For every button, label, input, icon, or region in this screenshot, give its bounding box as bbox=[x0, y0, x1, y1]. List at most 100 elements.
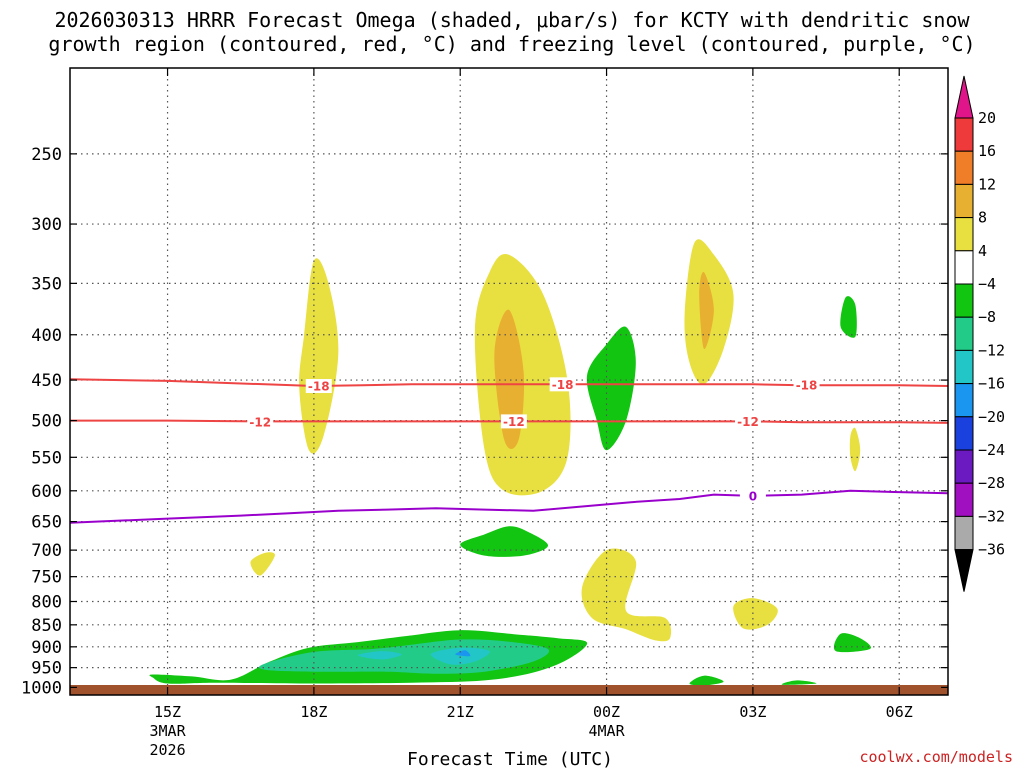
y-tick-label-400: 400 bbox=[31, 326, 62, 346]
colorbar-label-11: −28 bbox=[978, 474, 1005, 492]
contour-label-dgz-minus12-2: -12 bbox=[737, 415, 759, 429]
chart-title-line-2: growth region (contoured, red, °C) and f… bbox=[48, 32, 975, 56]
colorbar-segment-12 bbox=[954, 482, 974, 517]
colorbar-segment-6 bbox=[954, 283, 974, 318]
contour-label-dgz-minus18-1: -18 bbox=[552, 378, 574, 392]
contour-label-bg-dgz-minus18-2 bbox=[793, 378, 820, 393]
x-tick-label-06Z: 06Z bbox=[886, 703, 913, 721]
colorbar-segment-2 bbox=[954, 150, 974, 185]
omega-region-sinking-orange-450 bbox=[494, 309, 525, 450]
omega-region-sinking-orange-370 bbox=[699, 271, 714, 350]
temperature-contours: -18 -18 -18 -12 -12 -12 0 bbox=[69, 377, 949, 524]
x-tick-label-03Z: 03Z bbox=[739, 703, 766, 721]
colorbar-segment-9 bbox=[954, 383, 974, 418]
x-tick-label-00Z: 00Z bbox=[593, 703, 620, 721]
colorbar-segment-13 bbox=[954, 515, 974, 551]
omega-region-sinking-yellow-810 bbox=[733, 598, 778, 630]
x-axis-label: Forecast Time (UTC) bbox=[407, 749, 613, 768]
contour-label-dgz-minus18-2: -18 bbox=[796, 379, 818, 393]
y-tick-label-1000: 1000 bbox=[21, 678, 62, 698]
contour-label-bg-freezing-level-0 bbox=[739, 488, 766, 503]
pressure-axis: 2503003504004505005506006507007508008509… bbox=[21, 145, 948, 698]
contour-label-dgz-minus12-0: -12 bbox=[249, 416, 271, 430]
source-credit: coolwx.com/models bbox=[859, 748, 1013, 766]
omega-region-sinking-yellow-760 bbox=[581, 548, 672, 642]
x-tick-sublabel-00Z: 4MAR bbox=[588, 722, 625, 740]
contour-label-dgz-minus18-0: -18 bbox=[308, 380, 330, 394]
omega-region-rising-green-990a bbox=[689, 675, 724, 686]
colorbar-bottom-arrow bbox=[954, 549, 974, 592]
colorbar-label-5: −4 bbox=[978, 275, 996, 293]
y-tick-label-600: 600 bbox=[31, 482, 62, 502]
omega-region-rising-green-450 bbox=[586, 326, 636, 451]
y-tick-label-250: 250 bbox=[31, 145, 62, 165]
contour-freezing-level bbox=[69, 489, 949, 524]
colorbar-segment-11 bbox=[954, 449, 974, 484]
omega-region-rising-cyan-core-2 bbox=[430, 647, 490, 665]
colorbar-label-3: 8 bbox=[978, 209, 987, 227]
y-tick-label-500: 500 bbox=[31, 412, 62, 432]
colorbar-segment-7 bbox=[954, 316, 974, 351]
omega-region-rising-cyan-core-1 bbox=[357, 651, 402, 660]
y-tick-label-450: 450 bbox=[31, 371, 62, 391]
y-tick-label-700: 700 bbox=[31, 541, 62, 561]
omega-region-rising-green-890 bbox=[833, 633, 872, 653]
colorbar-top-arrow bbox=[954, 75, 974, 119]
colorbar-label-6: −8 bbox=[978, 308, 996, 326]
colorbar-segment-8 bbox=[954, 349, 974, 385]
contour-label-bg-dgz-minus12-2 bbox=[735, 414, 762, 429]
colorbar-segment-5 bbox=[954, 250, 974, 285]
omega-region-sinking-yellow-520 bbox=[849, 427, 861, 472]
x-tick-label-15Z: 15Z bbox=[154, 703, 181, 721]
colorbar-label-12: −32 bbox=[978, 507, 1005, 525]
omega-region-rising-green-395 bbox=[840, 296, 857, 338]
x-tick-label-21Z: 21Z bbox=[447, 703, 474, 721]
contour-dgz-minus12 bbox=[70, 419, 949, 424]
colorbar-segment-1 bbox=[954, 117, 974, 152]
contour-label-bg-dgz-minus18-0 bbox=[305, 379, 332, 394]
omega-region-sinking-yellow-720 bbox=[250, 552, 275, 576]
chart-title-line-1: 2026030313 HRRR Forecast Omega (shaded, … bbox=[54, 8, 970, 32]
y-tick-label-800: 800 bbox=[31, 593, 62, 613]
y-tick-label-650: 650 bbox=[31, 513, 62, 533]
x-tick-label-18Z: 18Z bbox=[300, 703, 327, 721]
omega-region-sinking-yellow-400 bbox=[299, 258, 339, 454]
colorbar-label-8: −16 bbox=[978, 375, 1005, 393]
contour-label-bg-dgz-minus12-1 bbox=[500, 414, 527, 429]
colorbar-segment-3 bbox=[954, 183, 974, 219]
x-tick-sublabel-15Z: 3MAR bbox=[149, 722, 186, 740]
colorbar-label-7: −12 bbox=[978, 341, 1005, 359]
colorbar-label-4: 4 bbox=[978, 242, 987, 260]
contour-label-bg-dgz-minus18-1 bbox=[549, 377, 576, 392]
y-tick-label-350: 350 bbox=[31, 274, 62, 294]
y-tick-label-900: 900 bbox=[31, 638, 62, 658]
y-tick-label-550: 550 bbox=[31, 448, 62, 468]
colorbar-label-0: 20 bbox=[978, 109, 996, 127]
omega-region-rising-blue-core bbox=[455, 650, 471, 657]
colorbar-label-10: −24 bbox=[978, 441, 1005, 459]
contour-label-bg-dgz-minus12-0 bbox=[247, 415, 274, 430]
contour-label-freezing-level-0: 0 bbox=[749, 489, 757, 503]
omega-region-rising-teal-low bbox=[259, 639, 550, 674]
y-tick-label-300: 300 bbox=[31, 215, 62, 235]
contour-label-dgz-minus12-1: -12 bbox=[503, 415, 525, 429]
colorbar-label-2: 12 bbox=[978, 175, 996, 193]
omega-region-rising-green-700 bbox=[460, 526, 549, 557]
y-tick-label-750: 750 bbox=[31, 568, 62, 588]
y-tick-label-850: 850 bbox=[31, 616, 62, 636]
y-tick-label-950: 950 bbox=[31, 659, 62, 679]
omega-shading bbox=[149, 239, 872, 686]
x-tick-year-15Z: 2026 bbox=[149, 741, 185, 759]
colorbar-segment-4 bbox=[954, 217, 974, 252]
colorbar-segment-10 bbox=[954, 416, 974, 451]
colorbar-label-1: 16 bbox=[978, 142, 996, 160]
omega-colorbar: 20 16 12 8 4 −4 −8 −12 −16 −20 −24 −28 −32 −36 bbox=[954, 75, 1005, 592]
colorbar-label-13: −36 bbox=[978, 541, 1005, 559]
omega-region-rising-green-990b bbox=[781, 680, 817, 685]
plot-frame bbox=[69, 67, 949, 696]
colorbar-label-9: −20 bbox=[978, 408, 1005, 426]
surface-bar bbox=[70, 685, 948, 695]
